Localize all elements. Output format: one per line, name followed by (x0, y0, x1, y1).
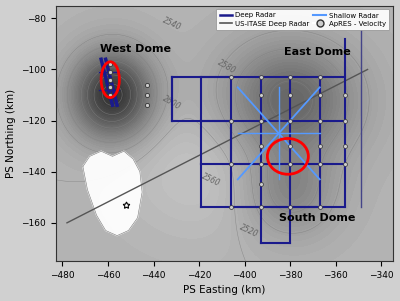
Text: 2600: 2600 (161, 94, 182, 111)
Text: South Dome: South Dome (279, 213, 356, 223)
Text: East Dome: East Dome (284, 47, 351, 57)
Legend: Deep Radar, US-ITASE Deep Radar, Shallow Radar, ApRES - Velocity: Deep Radar, US-ITASE Deep Radar, Shallow… (216, 9, 389, 30)
Text: 2560: 2560 (200, 171, 221, 188)
X-axis label: PS Easting (km): PS Easting (km) (183, 285, 265, 296)
Text: 2520: 2520 (238, 222, 260, 239)
Y-axis label: PS Northing (km): PS Northing (km) (6, 89, 16, 178)
Text: 2580: 2580 (216, 58, 237, 76)
Polygon shape (83, 151, 142, 236)
Text: West Dome: West Dome (100, 44, 171, 54)
Text: 2540: 2540 (161, 15, 182, 32)
